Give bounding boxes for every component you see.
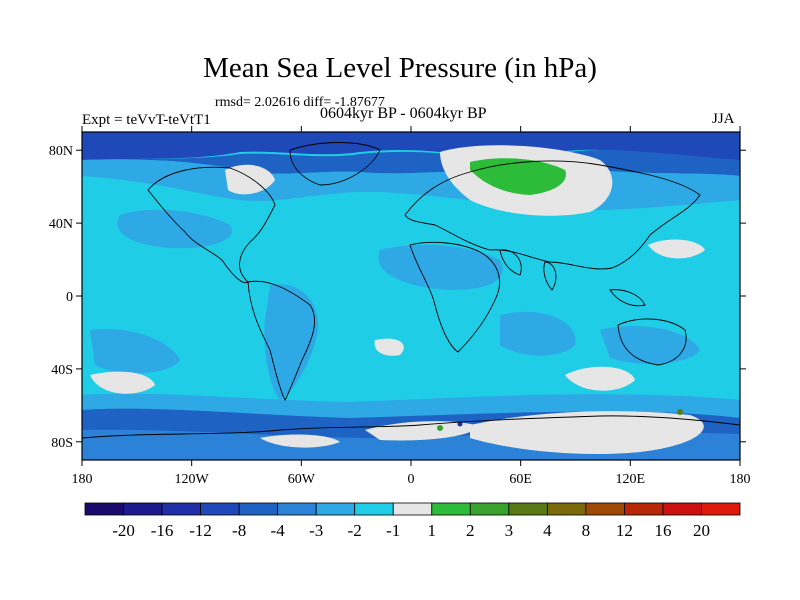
colorbar-box	[161, 502, 201, 516]
colorbar-label: 8	[582, 521, 591, 540]
x-tick-label: 180	[72, 472, 93, 487]
colorbar-label: 3	[505, 521, 514, 540]
colorbar-box	[200, 502, 240, 516]
colorbar-label: 4	[543, 521, 552, 540]
chart-title: Mean Sea Level Pressure (in hPa)	[203, 52, 597, 84]
colorbar-label: -12	[189, 521, 212, 540]
y-tick-label: 80N	[49, 144, 73, 159]
colorbar-label: -2	[348, 521, 362, 540]
colorbar-label: 1	[428, 521, 437, 540]
colorbar-label: -16	[151, 521, 174, 540]
experiment-label: Expt = teVvT-teVtT1	[82, 112, 211, 128]
colorbar-label: -1	[386, 521, 400, 540]
x-tick-label: 60W	[288, 472, 316, 487]
x-tick-label: 120W	[175, 472, 210, 487]
map-axes: 180 120W 60W 0 60E 120E 180 80N 40N 0 40S 80S	[49, 126, 751, 487]
colorbar-label: -8	[232, 521, 246, 540]
colorbar-box	[392, 502, 433, 516]
colorbar-label: -20	[112, 521, 135, 540]
colorbar-box	[624, 502, 664, 516]
colorbar-box	[546, 502, 587, 516]
colorbar-box	[354, 502, 394, 516]
colorbar-box	[315, 502, 356, 516]
colorbar-box	[277, 502, 317, 516]
statistics-text: rmsd= 2.02616 diff= -1.87677	[215, 95, 385, 110]
coastlines	[82, 142, 740, 439]
y-tick-label: 0	[66, 290, 73, 305]
colorbar-box	[701, 502, 741, 516]
colorbar-label: -4	[271, 521, 286, 540]
map-field	[82, 132, 740, 460]
colorbar-label: -3	[309, 521, 323, 540]
y-tick-label: 40S	[51, 363, 73, 378]
season-label: JJA	[712, 111, 735, 127]
colorbar-box	[431, 502, 471, 516]
colorbar: -20 -16 -12 -8 -4 -3 -2 -1 1 2 3 4 8 12 16 20	[84, 502, 741, 540]
x-tick-label: 0	[408, 472, 415, 487]
x-tick-label: 120E	[616, 472, 646, 487]
colorbar-label: 2	[466, 521, 475, 540]
period-label: 0604kyr BP - 0604kyr BP	[320, 105, 487, 122]
x-tick-label: 180	[730, 472, 751, 487]
colorbar-label: 20	[693, 521, 710, 540]
colorbar-box	[469, 502, 510, 516]
y-tick-label: 80S	[51, 436, 73, 451]
colorbar-box	[585, 502, 625, 516]
x-tick-label: 60E	[509, 472, 532, 487]
colorbar-label: 12	[616, 521, 633, 540]
colorbar-box	[84, 502, 124, 516]
colorbar-box	[238, 502, 279, 516]
colorbar-label: 16	[654, 521, 671, 540]
colorbar-box	[508, 502, 548, 516]
colorbar-box	[662, 502, 702, 516]
colorbar-box	[123, 502, 163, 516]
y-tick-label: 40N	[49, 217, 73, 232]
